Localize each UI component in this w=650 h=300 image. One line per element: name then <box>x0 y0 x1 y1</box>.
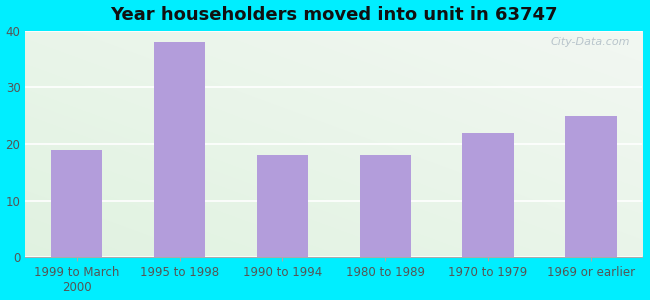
Bar <box>566 116 617 257</box>
Title: Year householders moved into unit in 63747: Year householders moved into unit in 637… <box>110 6 558 24</box>
Bar <box>359 155 411 257</box>
Bar <box>257 155 308 257</box>
Bar <box>154 42 205 257</box>
Bar <box>51 150 103 257</box>
Text: City-Data.com: City-Data.com <box>551 38 630 47</box>
Bar <box>462 133 514 257</box>
